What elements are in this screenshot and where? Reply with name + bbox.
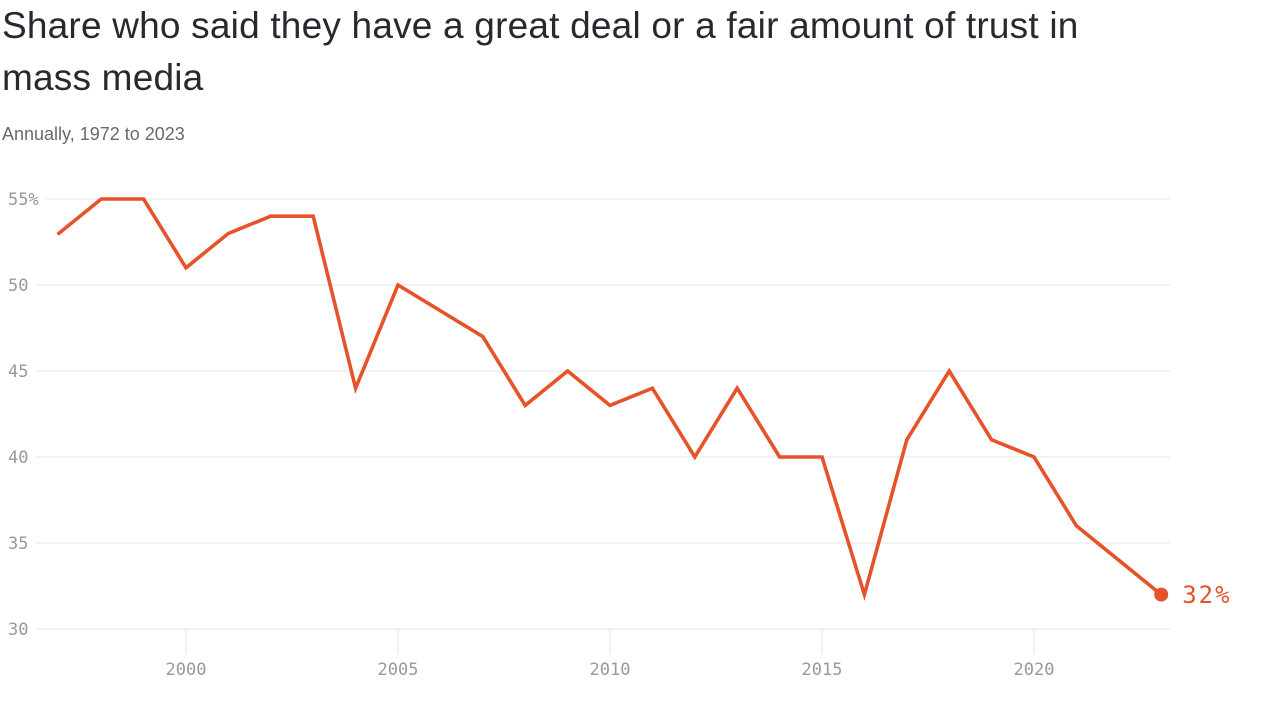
endpoint-dot [1154,587,1169,602]
trust-line [56,197,1163,602]
chart-subtitle: Annually, 1972 to 2023 [2,124,185,144]
y-axis-label: 30 [8,620,28,640]
x-axis-label: 2005 [378,660,419,680]
endpoint-value-label: 32% [1182,581,1231,609]
y-axis-label: 50 [8,276,28,296]
chart-title: Share who said they have a great deal or… [2,5,1079,98]
y-axis-label: 35 [8,534,28,554]
x-axis-label: 2015 [802,660,843,680]
y-axis-label: 40 [8,448,28,468]
x-axis-label: 2020 [1014,660,1055,680]
y-axis-label: 55% [8,190,39,210]
x-axis-label: 2010 [590,660,631,680]
y-axis-label: 45 [8,362,28,382]
x-axis-label: 2000 [166,660,207,680]
